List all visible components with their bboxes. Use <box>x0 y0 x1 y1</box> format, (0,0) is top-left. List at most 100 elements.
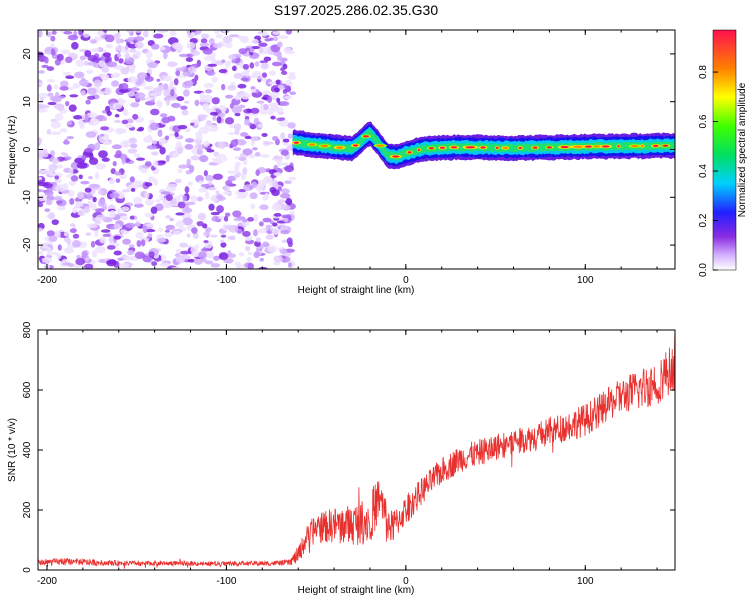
noise-speckle <box>134 41 144 49</box>
noise-speckle <box>225 179 233 186</box>
noise-speckle <box>211 76 218 83</box>
noise-speckle <box>177 201 186 209</box>
noise-speckle <box>64 138 69 145</box>
noise-speckle <box>190 195 198 202</box>
noise-speckle <box>287 133 293 139</box>
ridge-hotspot <box>617 145 620 148</box>
noise-speckle <box>154 198 161 203</box>
noise-speckle <box>95 163 106 170</box>
noise-speckle <box>98 60 106 68</box>
noise-speckle <box>203 124 210 130</box>
noise-speckle <box>54 178 62 184</box>
noise-speckle <box>65 75 75 79</box>
snr-xtick-label: 0 <box>403 576 409 587</box>
noise-speckle <box>110 168 116 175</box>
noise-speckle <box>126 30 133 33</box>
noise-speckle <box>224 42 233 49</box>
noise-speckle <box>186 233 191 238</box>
noise-speckle <box>272 36 279 42</box>
noise-speckle <box>71 41 79 50</box>
noise-speckle <box>286 237 293 245</box>
noise-speckle <box>234 164 240 173</box>
noise-speckle <box>281 214 292 219</box>
noise-speckle <box>159 113 168 118</box>
noise-speckle <box>228 132 235 136</box>
noise-speckle <box>129 143 138 149</box>
noise-speckle <box>259 103 264 112</box>
noise-speckle <box>279 101 290 107</box>
noise-speckle <box>83 33 90 38</box>
noise-speckle <box>176 96 185 102</box>
noise-speckle <box>50 48 56 56</box>
noise-speckle <box>260 154 270 158</box>
noise-speckle <box>98 136 110 144</box>
noise-speckle <box>199 92 205 100</box>
colorbar-tick-label: 0.2 <box>698 213 709 227</box>
noise-speckle <box>268 81 278 85</box>
noise-speckle <box>198 180 204 184</box>
noise-speckle <box>62 72 71 76</box>
noise-speckle <box>94 216 103 222</box>
noise-speckle <box>56 53 64 61</box>
noise-speckle <box>258 266 268 269</box>
noise-speckle <box>94 171 100 180</box>
noise-speckle <box>204 260 214 265</box>
noise-speckle <box>99 236 107 244</box>
noise-speckle <box>179 242 188 248</box>
noise-speckle <box>237 83 247 89</box>
noise-speckle <box>187 258 196 263</box>
noise-speckle <box>126 249 135 256</box>
noise-speckle <box>228 224 233 232</box>
ridge-hotspot <box>593 145 601 148</box>
noise-speckle <box>183 89 190 97</box>
snr-xtick-label: -200 <box>37 576 57 587</box>
noise-speckle <box>250 107 260 114</box>
noise-speckle <box>183 100 190 104</box>
noise-speckle <box>224 61 231 68</box>
noise-speckle <box>185 80 193 86</box>
noise-speckle <box>149 122 160 131</box>
noise-speckle <box>94 220 102 224</box>
noise-speckle <box>110 73 116 78</box>
noise-speckle <box>39 96 44 103</box>
noise-speckle <box>105 56 110 64</box>
noise-speckle <box>236 216 246 220</box>
noise-speckle <box>222 191 232 195</box>
noise-speckle <box>153 33 164 39</box>
ridge-hotspot <box>428 147 435 150</box>
noise-speckle <box>80 89 86 97</box>
noise-speckle <box>144 75 154 82</box>
noise-speckle <box>138 184 143 188</box>
noise-speckle <box>200 38 208 44</box>
noise-speckle <box>262 176 273 184</box>
spectrogram-ytick-label: 10 <box>22 96 33 108</box>
noise-speckle <box>44 56 49 64</box>
noise-speckle <box>38 92 49 99</box>
noise-speckle <box>75 59 85 67</box>
ridge-hotspot <box>320 144 329 148</box>
noise-speckle <box>83 206 91 214</box>
noise-speckle <box>88 183 100 189</box>
noise-speckle <box>198 187 208 193</box>
noise-speckle <box>165 215 171 219</box>
noise-speckle <box>115 150 122 158</box>
snr-ytick-label: 400 <box>22 441 33 458</box>
noise-speckle <box>65 56 73 64</box>
noise-speckle <box>57 244 62 251</box>
noise-speckle <box>211 97 220 105</box>
noise-speckle <box>177 168 183 174</box>
noise-speckle <box>215 34 224 39</box>
noise-speckle <box>228 54 237 60</box>
noise-speckle <box>164 229 170 233</box>
noise-speckle <box>47 92 54 97</box>
noise-speckle <box>158 138 165 146</box>
noise-speckle <box>175 220 185 229</box>
noise-speckle <box>268 70 277 76</box>
noise-speckle <box>271 189 280 197</box>
noise-speckle <box>101 66 110 73</box>
noise-speckle <box>238 188 247 193</box>
noise-speckle <box>144 228 156 233</box>
noise-speckle <box>251 46 261 50</box>
noise-speckle <box>253 251 260 259</box>
